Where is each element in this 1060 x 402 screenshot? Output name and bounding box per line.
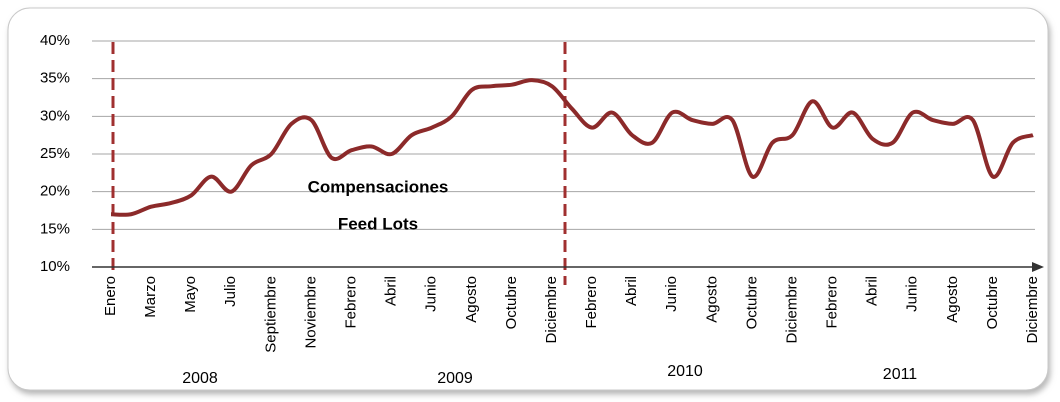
y-tick-label: 35% [40,70,70,87]
x-axis-arrow [1032,262,1044,272]
frame [7,7,1049,391]
x-tick-label: Diciembre [1024,276,1041,344]
year-label: 2008 [182,370,218,387]
x-tick-label: Febrero [583,276,600,329]
x-tick-label: Octubre [743,276,760,329]
x-tick-label: Diciembre [543,276,560,344]
y-tick-label: 30% [40,107,70,124]
x-tick-label: Junio [663,276,680,312]
x-tick-label: Junio [423,276,440,312]
x-tick-label: Febrero [342,276,359,329]
x-tick-label: Enero [102,276,119,316]
annotation: Compensaciones [308,177,449,196]
year-label: 2009 [437,370,473,387]
x-tick-label: Marzo [142,276,159,318]
x-tick-label: Julio [222,276,239,307]
x-tick-label: Agosto [463,276,480,323]
x-tick-label: Septiembre [262,276,279,353]
x-tick-label: Abril [864,276,881,306]
x-tick-label: Agosto [703,276,720,323]
x-tick-label: Octubre [503,276,520,329]
x-tick-label: Diciembre [783,276,800,344]
x-tick-label: Febrero [824,276,841,329]
y-tick-label: 40% [40,32,70,49]
x-tick-label: Mayo [182,276,199,313]
year-label: 2010 [667,363,703,380]
data-line [110,78,1034,217]
x-tick-label: Agosto [944,276,961,323]
y-tick-label: 25% [40,145,70,162]
year-label: 2011 [883,366,918,383]
y-tick-label: 20% [40,183,70,200]
x-tick-label: Abril [383,276,400,306]
x-tick-label: Octubre [984,276,1001,329]
x-tick-label: Junio [904,276,921,312]
y-tick-label: 10% [40,258,70,275]
y-tick-label: 15% [40,220,70,237]
annotation: Feed Lots [338,214,418,233]
x-tick-label: Abril [623,276,640,306]
x-tick-label: Noviembre [302,276,319,349]
